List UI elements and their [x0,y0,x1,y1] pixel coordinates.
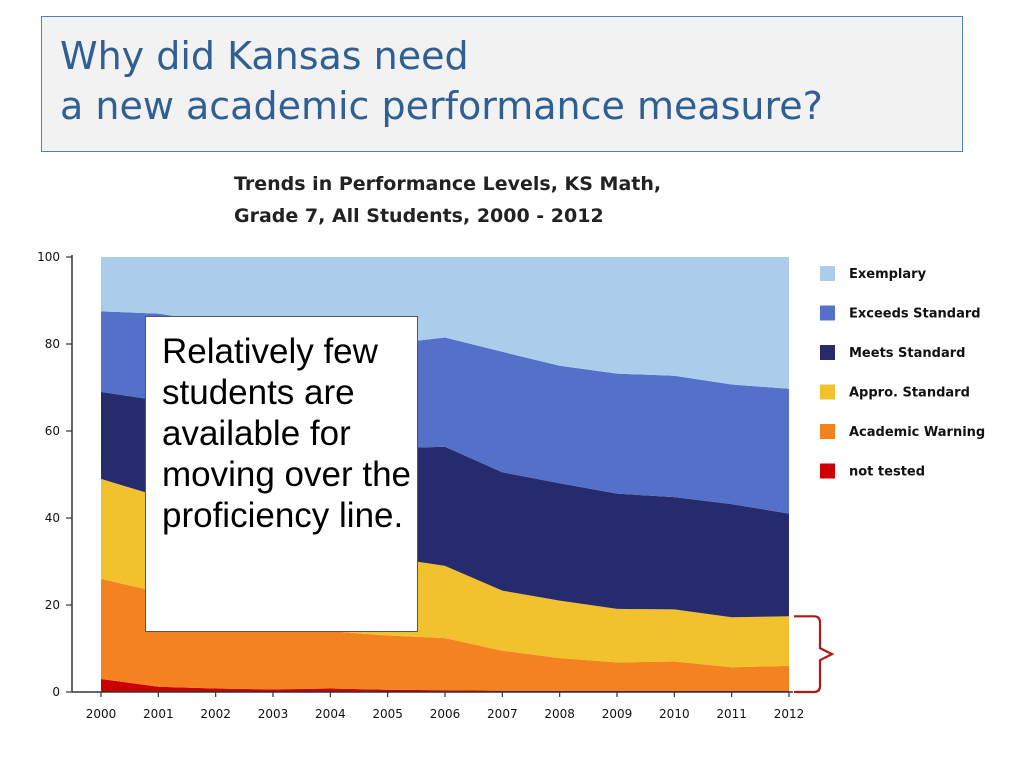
area-academic-warning [101,578,789,691]
x-tick-label: 2010 [659,707,690,721]
x-tick-label: 2012 [774,707,805,721]
slide-title-box: Why did Kansas need a new academic perfo… [41,16,963,152]
legend-label: not tested [849,465,925,480]
legend-label: Exceeds Standard [849,307,981,322]
callout-text: Relatively few students are available fo… [162,332,412,535]
proficiency-bracket [794,615,835,694]
slide-title-line-2: a new academic performance measure? [60,84,823,128]
y-tick-label: 20 [45,598,60,612]
x-tick-label: 2002 [200,707,231,721]
y-tick-label: 60 [45,424,60,438]
x-tick-label: 2007 [487,707,518,721]
chart-title-line-2: Grade 7, All Students, 2000 - 2012 [234,205,604,227]
legend-swatch [820,384,835,400]
legend-swatch [820,345,835,360]
area-exemplary [101,257,789,389]
legend-label: Academic Warning [849,425,985,440]
legend-label: Appro. Standard [849,386,970,401]
x-tick-label: 2000 [86,707,117,721]
x-tick-label: 2003 [258,707,289,721]
x-tick-label: 2001 [143,707,174,721]
slide-title-line-1: Why did Kansas need [60,34,469,78]
area-appro-standard [101,478,789,668]
y-tick-label: 100 [37,250,60,264]
legend-swatch [820,463,835,479]
legend-label: Meets Standard [849,346,965,361]
y-tick-label: 40 [45,511,60,525]
chart-title: Trends in Performance Levels, KS Math, G… [234,168,794,232]
callout-box: Relatively few students are available fo… [145,316,418,632]
legend-label: Exemplary [849,267,927,282]
x-tick-label: 2009 [602,707,633,721]
x-tick-label: 2004 [315,707,346,721]
chart-title-line-1: Trends in Performance Levels, KS Math, [234,173,662,195]
legend-swatch [820,266,835,281]
y-tick-label: 0 [52,685,60,699]
x-tick-label: 2005 [372,707,403,721]
x-tick-label: 2008 [544,707,575,721]
y-tick-label: 80 [45,337,60,351]
x-tick-label: 2006 [430,707,461,721]
legend-swatch [820,424,835,439]
x-tick-label: 2011 [716,707,747,721]
legend-swatch [820,305,835,321]
